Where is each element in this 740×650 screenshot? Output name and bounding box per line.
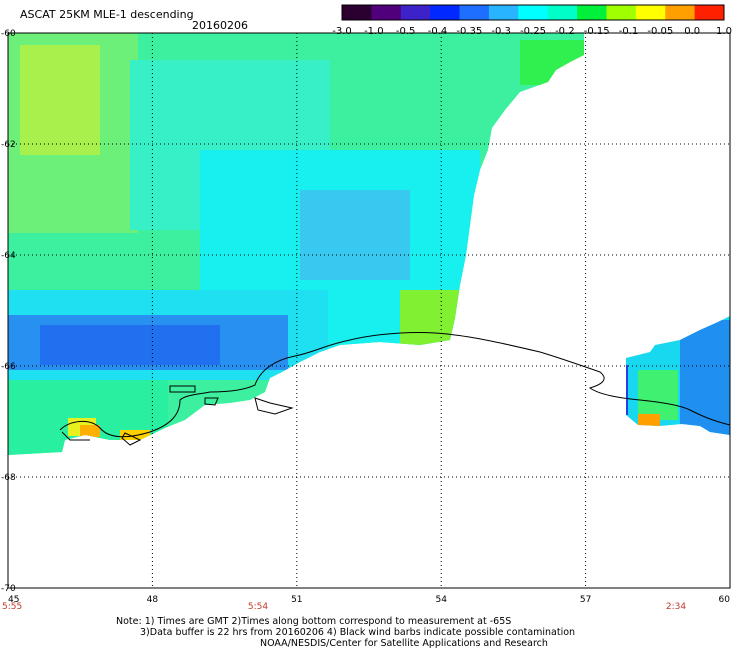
colorbar-swatch bbox=[488, 5, 519, 20]
colorbar-label: -0.15 bbox=[584, 26, 610, 37]
colorbar-swatch bbox=[459, 5, 490, 20]
note-line-3: NOAA/NESDIS/Center for Satellite Applica… bbox=[260, 638, 548, 649]
colorbar-swatch bbox=[547, 5, 578, 20]
colorbar-label: 1.0 bbox=[716, 26, 732, 37]
lat-label: -64 bbox=[1, 251, 16, 261]
lon-label: 51 bbox=[291, 595, 302, 605]
colorbar-swatch bbox=[371, 5, 402, 20]
colorbar-label: -0.05 bbox=[647, 26, 673, 37]
wind-field bbox=[8, 33, 730, 455]
lat-label: -66 bbox=[1, 362, 16, 372]
map-date: 20160206 bbox=[192, 19, 248, 32]
colorbar-label: -0.3 bbox=[491, 26, 511, 37]
colorbar: -3.0 -1.0 -0.5 -0.4 -0.35 -0.3 -0.25 -0.2 -0.15-… bbox=[332, 4, 732, 37]
lon-label: 45 bbox=[8, 595, 19, 605]
colorbar-label: -0.1 bbox=[619, 26, 639, 37]
lat-label: -68 bbox=[1, 473, 16, 483]
plot-frame bbox=[7, 32, 731, 589]
lat-label: -60 bbox=[1, 29, 16, 39]
colorbar-label: -0.4 bbox=[428, 26, 448, 37]
note-line-1: Note: 1) Times are GMT 2)Times along bot… bbox=[116, 616, 512, 627]
time-label: 5:54 bbox=[248, 602, 268, 612]
colorbar-label: -0.5 bbox=[396, 26, 416, 37]
colorbar-swatch bbox=[430, 5, 461, 20]
colorbar-swatch bbox=[635, 5, 666, 20]
lon-label: 54 bbox=[435, 595, 447, 605]
colorbar-swatch bbox=[518, 5, 549, 20]
colorbar-label: -1.0 bbox=[364, 26, 384, 37]
lat-labels: -60 -62 -64 -66 -68 -70 bbox=[1, 29, 16, 594]
map-title: ASCAT 25KM MLE-1 descending bbox=[20, 8, 194, 21]
colorbar-swatch bbox=[400, 5, 431, 20]
colorbar-swatch bbox=[342, 5, 372, 20]
colorbar-frame bbox=[341, 4, 725, 21]
lon-label: 48 bbox=[147, 595, 159, 605]
colorbar-label: -3.0 bbox=[332, 26, 352, 37]
colorbar-swatch bbox=[694, 5, 725, 20]
lon-label: 57 bbox=[580, 595, 591, 605]
lat-lon-grid bbox=[8, 33, 730, 588]
time-label: 2:34 bbox=[666, 602, 686, 612]
time-label: 5:55 bbox=[2, 602, 22, 612]
colorbar-label: 0.0 bbox=[684, 26, 700, 37]
lon-label: 60 bbox=[719, 595, 731, 605]
colorbar-label: -0.35 bbox=[456, 26, 482, 37]
colorbar-swatch bbox=[606, 5, 637, 20]
colorbar-swatch bbox=[577, 5, 607, 20]
coastline bbox=[59, 332, 730, 446]
time-labels: 5:55 5:54 2:34 bbox=[2, 602, 686, 612]
note-line-2: 3)Data buffer is 22 hrs from 20160206 4)… bbox=[140, 627, 576, 638]
colorbar-swatch bbox=[665, 5, 696, 20]
colorbar-label: -0.25 bbox=[520, 26, 546, 37]
lat-label: -70 bbox=[1, 584, 16, 594]
lon-labels: 45 48 51 54 57 60 bbox=[8, 595, 730, 605]
lat-label: -62 bbox=[1, 140, 16, 150]
colorbar-label: -0.2 bbox=[555, 26, 575, 37]
